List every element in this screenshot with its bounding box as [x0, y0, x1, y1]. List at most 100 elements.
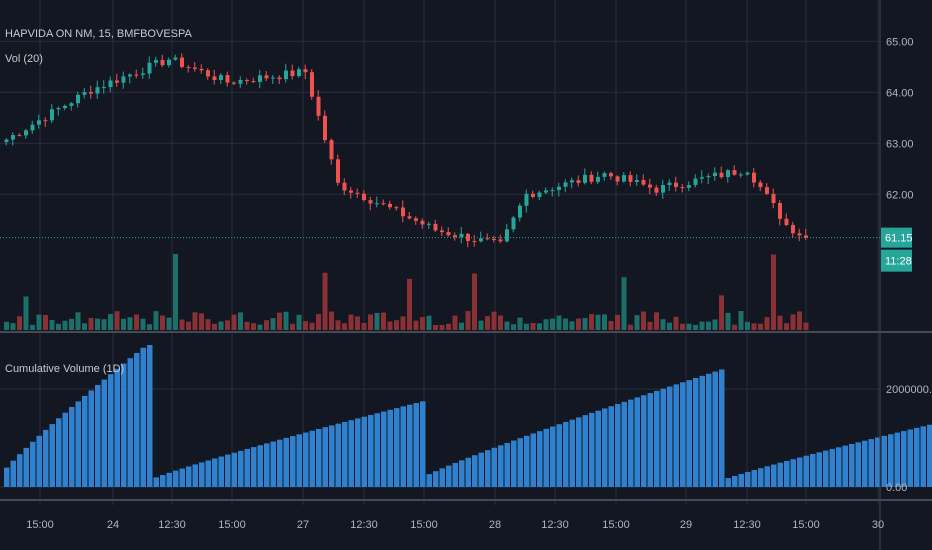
cumulative-volume-bar: [498, 445, 504, 487]
cumulative-volume-bar: [56, 418, 62, 487]
volume-bar: [56, 323, 61, 330]
volume-bar: [30, 324, 35, 330]
candle-body: [173, 57, 178, 60]
volume-bar: [550, 318, 555, 330]
volume-bar: [719, 295, 724, 330]
volume-bar: [732, 324, 737, 330]
cumulative-volume-bar: [485, 450, 491, 487]
volume-bar: [563, 318, 568, 330]
cumulative-volume-bar: [212, 458, 218, 487]
cumulative-volume-bar: [595, 410, 601, 487]
volume-bar: [82, 323, 87, 330]
cumulative-volume-bar: [836, 447, 842, 487]
cumulative-volume-bar: [192, 464, 198, 487]
cumulative-volume-bar: [147, 345, 153, 487]
candle-body: [804, 235, 808, 238]
volume-bar: [186, 321, 191, 330]
candle-body: [492, 238, 496, 240]
volume-bar: [108, 313, 113, 330]
volume-bars: [4, 254, 809, 330]
cumulative-volume-bar: [764, 466, 770, 487]
volume-indicator-label[interactable]: Vol (20): [5, 53, 43, 65]
price-axis-tick: 64.00: [886, 87, 914, 99]
candle-body: [641, 180, 646, 185]
volume-bar: [101, 319, 107, 330]
cumulative-volume-bar: [849, 443, 855, 487]
price-axis-tick: 62.00: [886, 189, 914, 201]
volume-bar: [537, 323, 542, 330]
volume-bar: [654, 312, 659, 330]
volume-bar: [491, 311, 497, 330]
cumulative-volume-bar: [725, 478, 731, 487]
candle-body: [56, 108, 61, 110]
volume-bar: [693, 324, 698, 330]
volume-bar: [75, 312, 81, 330]
time-axis-tick: 12:30: [350, 519, 378, 531]
candle-body: [134, 74, 139, 76]
volume-bar: [277, 312, 282, 330]
countdown-value: 11:28: [885, 256, 912, 268]
cumulative-volume-bar: [30, 441, 36, 487]
cumulative-volume-bars: [4, 345, 932, 487]
cumulative-volume-bar: [706, 373, 712, 487]
candle-body: [375, 203, 379, 205]
cumulative-volume-bar: [569, 419, 575, 487]
cumulative-volume-bar: [868, 439, 874, 487]
volume-bar: [348, 314, 354, 330]
volume-bar: [413, 320, 419, 330]
cumulative-volume-bar: [426, 474, 432, 487]
cumulative-volume-bar: [322, 427, 328, 487]
candle-body: [225, 75, 230, 83]
cumulative-volume-bar: [166, 472, 172, 487]
volume-bar: [95, 318, 100, 330]
candle-body: [388, 203, 392, 208]
candle-body: [726, 170, 730, 178]
volume-bar: [504, 321, 510, 330]
cumulative-volume-bar: [439, 468, 445, 487]
candle-body: [440, 230, 444, 233]
candle-body: [193, 67, 197, 69]
volume-bar: [751, 323, 757, 330]
cumulative-volume-bar: [205, 460, 211, 487]
cumulative-volume-bar: [855, 442, 861, 487]
time-axis-tick: 15:00: [218, 519, 246, 531]
volume-bar: [329, 311, 334, 330]
candle-body: [550, 190, 555, 192]
volume-bar: [582, 318, 588, 330]
time-axis-tick: 29: [680, 519, 692, 531]
volume-bar: [459, 322, 464, 330]
cumulative-volume-bar: [881, 435, 887, 487]
cumulative-volume-bar: [790, 459, 796, 487]
candle-body: [719, 172, 724, 178]
cumulative-volume-bar: [452, 462, 458, 487]
volume-bar: [595, 314, 601, 330]
time-axis-tick: 28: [489, 519, 501, 531]
volume-bar: [686, 323, 692, 330]
candle-body: [472, 241, 477, 243]
volume-bar: [517, 317, 523, 330]
volume-bar: [524, 323, 529, 330]
candle-body: [108, 80, 113, 88]
cumulative-volume-bar: [355, 418, 361, 487]
volume-bar: [777, 315, 783, 330]
candle-body: [290, 70, 295, 76]
candle-body: [82, 92, 87, 95]
candle-body: [680, 186, 685, 188]
candle-body: [628, 175, 633, 182]
candle-body: [570, 180, 574, 183]
cumulative-volume-bar: [82, 395, 88, 487]
candle-body: [667, 182, 672, 186]
candle-body: [765, 187, 769, 194]
volume-bar: [706, 321, 711, 330]
volume-bar: [134, 314, 139, 330]
cumulative-volume-bar: [296, 434, 302, 487]
cumulative-volume-bar: [179, 468, 185, 487]
volume-bar: [303, 321, 308, 330]
volume-bar: [452, 315, 458, 330]
candle-body: [24, 130, 28, 136]
cumulative-volume-label[interactable]: Cumulative Volume (1D): [5, 363, 124, 375]
candle-body: [303, 69, 308, 73]
cumulative-volume-bar: [686, 380, 692, 487]
candle-body: [271, 77, 275, 79]
